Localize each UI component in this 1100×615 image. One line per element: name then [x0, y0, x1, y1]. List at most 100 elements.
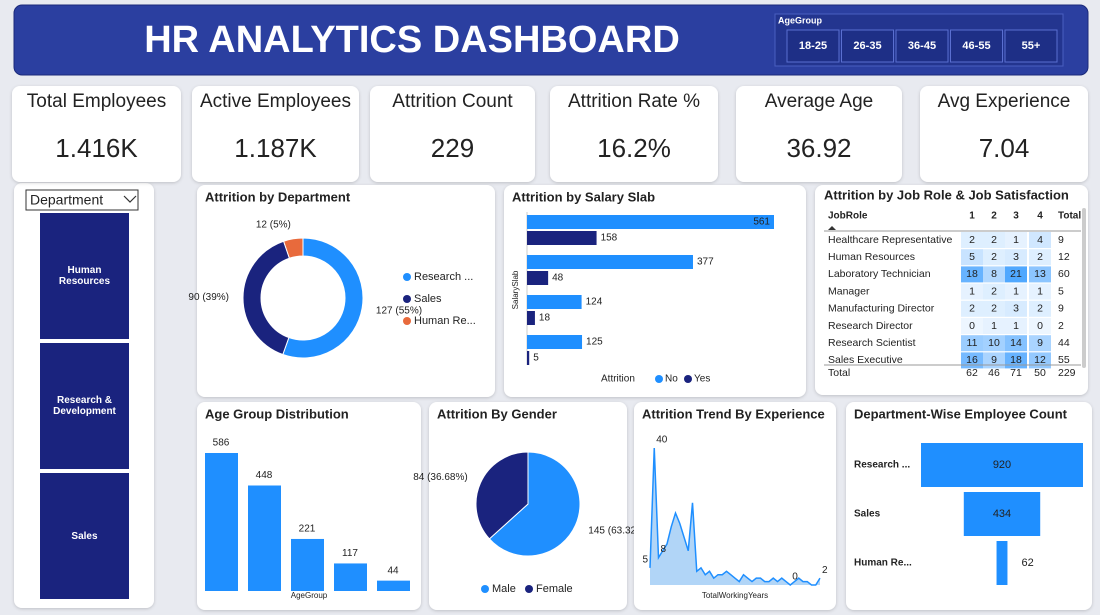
x-axis-label: AgeGroup — [291, 591, 328, 600]
cell-value: 2 — [1058, 320, 1064, 332]
cell-value: 9 — [1058, 303, 1064, 315]
data-label: 12 (5%) — [256, 220, 291, 231]
chart-title: Department-Wise Employee Count — [854, 406, 1068, 421]
heat-cell — [961, 249, 983, 266]
cell-value: 2 — [1037, 251, 1043, 263]
slice — [488, 451, 581, 557]
data-label: 125 — [586, 337, 603, 348]
chart-title: Attrition by Department — [205, 189, 351, 204]
age-filter-button[interactable] — [950, 29, 1003, 63]
bar — [334, 563, 367, 591]
total-cell: Total — [828, 367, 850, 379]
cell-value: 9 — [991, 354, 997, 366]
data-label: 18 — [539, 313, 551, 324]
slicer-dropdown[interactable] — [25, 189, 139, 211]
age-filter-option: 26-35 — [853, 40, 881, 52]
heat-cell — [961, 300, 983, 317]
row-label: Manager — [828, 285, 870, 297]
slicer-option[interactable]: Sales — [40, 473, 129, 599]
slicer-option[interactable]: Human Resources — [40, 213, 129, 339]
cell-value: 2 — [991, 285, 997, 297]
bar — [527, 295, 582, 309]
bar — [527, 335, 583, 349]
heat-cell — [983, 300, 1005, 317]
cell-value: 1 — [991, 320, 997, 332]
heat-cell — [1029, 318, 1051, 334]
heat-cell — [1005, 249, 1027, 266]
heat-cell — [1005, 266, 1027, 283]
heat-cell — [961, 283, 983, 300]
cell-value: 1 — [1037, 285, 1043, 297]
cell-value: 8 — [991, 268, 997, 280]
total-cell: 229 — [1058, 367, 1076, 379]
data-label: 920 — [993, 459, 1011, 471]
data-label: 62 — [1021, 557, 1033, 569]
row-label: Sales Executive — [828, 354, 903, 366]
data-label: 84 (36.68%) — [413, 472, 467, 483]
data-label: 158 — [601, 233, 618, 244]
card — [12, 86, 181, 182]
scrollbar[interactable] — [1082, 208, 1086, 368]
age-filter-option: 46-55 — [962, 40, 990, 52]
total-cell: 62 — [966, 367, 978, 379]
cell-value: 12 — [1058, 251, 1070, 263]
cell-value: 1 — [969, 285, 975, 297]
heat-cell — [983, 266, 1005, 283]
kpi-value: 1.416K — [55, 133, 138, 163]
legend-label: Yes — [694, 374, 710, 385]
category-label: Research ... — [854, 460, 910, 471]
kpi-label: Total Employees — [27, 91, 166, 112]
cell-value: 2 — [969, 234, 975, 246]
dropdown-chevron — [123, 195, 137, 203]
data-label: 5 — [533, 353, 539, 364]
cell-value: 2 — [991, 303, 997, 315]
cell-value: 21 — [1010, 268, 1022, 280]
column-header: 4 — [1037, 211, 1043, 222]
dashboard-title: HR ANALYTICS DASHBOARD — [144, 19, 680, 61]
data-label: 48 — [552, 273, 564, 284]
cell-value: 3 — [1013, 303, 1019, 315]
heat-cell — [961, 335, 983, 352]
sort-indicator — [828, 226, 836, 230]
heat-cell — [1005, 318, 1027, 334]
heat-cell — [961, 232, 983, 248]
legend-label: Female — [536, 583, 573, 595]
slice — [282, 237, 304, 259]
legend-swatch — [684, 375, 692, 383]
data-label: 8 — [661, 544, 667, 555]
bar — [527, 271, 549, 285]
card — [550, 86, 718, 182]
slicer-option[interactable]: Research & Development — [40, 343, 129, 469]
card — [736, 86, 902, 182]
heat-cell — [961, 318, 983, 334]
legend-label: Male — [492, 583, 516, 595]
legend-swatch — [525, 585, 533, 593]
age-filter-button[interactable] — [895, 29, 949, 63]
cell-value: 2 — [1037, 303, 1043, 315]
age-filter-button[interactable] — [786, 29, 840, 63]
card — [920, 86, 1088, 182]
data-label: 377 — [697, 257, 714, 268]
age-filter-button[interactable] — [841, 29, 894, 63]
bar — [527, 311, 535, 325]
cell-value: 14 — [1010, 337, 1022, 349]
row-label: Manufacturing Director — [828, 303, 935, 315]
legend-swatch — [481, 585, 489, 593]
category-label: Sales — [854, 509, 881, 520]
age-filter-button[interactable] — [1004, 29, 1058, 63]
legend-label: Sales — [414, 293, 442, 305]
kpi-label: Active Employees — [200, 91, 351, 112]
column-header: Total — [1058, 211, 1081, 222]
cell-value: 1 — [1013, 285, 1019, 297]
funnel-bar — [963, 492, 1041, 536]
column-header: 1 — [969, 211, 975, 222]
slice — [475, 451, 529, 540]
heat-cell — [1029, 232, 1051, 248]
total-cell: 71 — [1010, 367, 1022, 379]
legend-swatch — [655, 375, 663, 383]
heat-cell — [1005, 300, 1027, 317]
data-label: 145 (63.32%) — [588, 525, 648, 536]
y-axis-label: SalarySlab — [511, 270, 520, 309]
